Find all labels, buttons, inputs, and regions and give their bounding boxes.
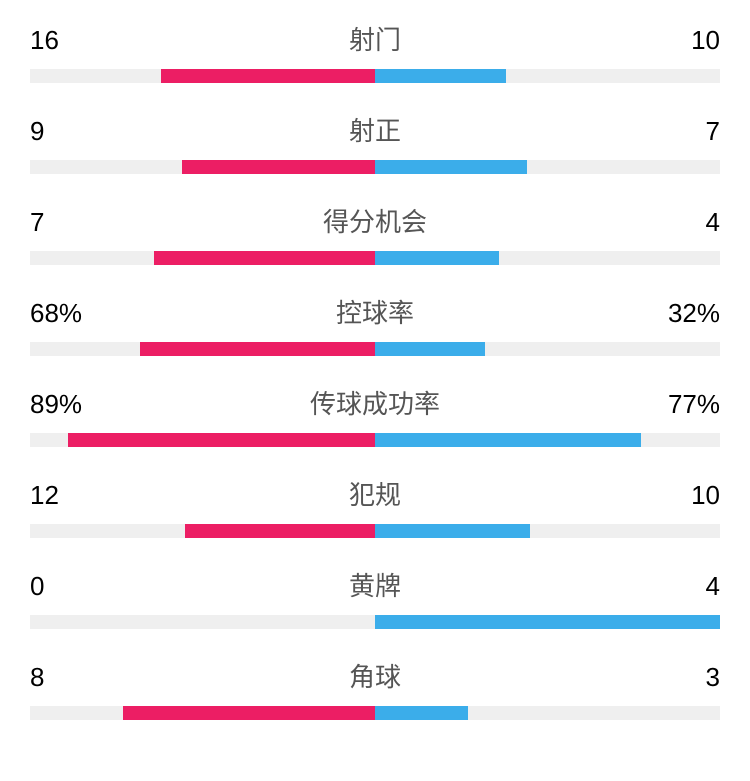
bar-track bbox=[30, 615, 375, 629]
stat-header: 89%传球成功率77% bbox=[30, 384, 720, 421]
bar-fill-left bbox=[68, 433, 375, 447]
bar-fill-right bbox=[375, 615, 720, 629]
match-stats-chart: 16射门109射正77得分机会468%控球率32%89%传球成功率77%12犯规… bbox=[30, 20, 720, 720]
stat-bar bbox=[30, 160, 720, 174]
stat-right-value: 32% bbox=[668, 298, 720, 329]
stat-header: 12犯规10 bbox=[30, 475, 720, 512]
stat-right-value: 10 bbox=[691, 480, 720, 511]
stat-left-value: 89% bbox=[30, 389, 82, 420]
stat-row: 89%传球成功率77% bbox=[30, 384, 720, 447]
stat-header: 68%控球率32% bbox=[30, 293, 720, 330]
stat-label: 射正 bbox=[44, 111, 705, 148]
bar-fill-left bbox=[154, 251, 375, 265]
stat-right-value: 4 bbox=[706, 207, 720, 238]
stat-bar-right bbox=[375, 342, 720, 356]
stat-header: 8角球3 bbox=[30, 657, 720, 694]
stat-bar-right bbox=[375, 433, 720, 447]
stat-label: 控球率 bbox=[82, 293, 668, 330]
bar-fill-left bbox=[185, 524, 375, 538]
bar-fill-left bbox=[123, 706, 375, 720]
stat-row: 16射门10 bbox=[30, 20, 720, 83]
stat-bar-right bbox=[375, 615, 720, 629]
bar-fill-left bbox=[182, 160, 375, 174]
stat-label: 得分机会 bbox=[44, 202, 705, 239]
stat-left-value: 8 bbox=[30, 662, 44, 693]
stat-label: 传球成功率 bbox=[82, 384, 668, 421]
stat-bar-left bbox=[30, 524, 375, 538]
bar-fill-right bbox=[375, 160, 527, 174]
stat-left-value: 7 bbox=[30, 207, 44, 238]
stat-bar bbox=[30, 524, 720, 538]
stat-left-value: 9 bbox=[30, 116, 44, 147]
bar-fill-right bbox=[375, 342, 485, 356]
stat-row: 9射正7 bbox=[30, 111, 720, 174]
stat-label: 射门 bbox=[59, 20, 691, 57]
stat-bar-left bbox=[30, 69, 375, 83]
bar-fill-right bbox=[375, 69, 506, 83]
stat-bar-right bbox=[375, 706, 720, 720]
stat-header: 16射门10 bbox=[30, 20, 720, 57]
stat-row: 7得分机会4 bbox=[30, 202, 720, 265]
stat-bar-left bbox=[30, 615, 375, 629]
stat-bar-right bbox=[375, 69, 720, 83]
stat-bar-left bbox=[30, 342, 375, 356]
stat-header: 0黄牌4 bbox=[30, 566, 720, 603]
stat-bar bbox=[30, 69, 720, 83]
stat-row: 0黄牌4 bbox=[30, 566, 720, 629]
stat-bar bbox=[30, 433, 720, 447]
stat-left-value: 16 bbox=[30, 25, 59, 56]
stat-bar-left bbox=[30, 251, 375, 265]
stat-left-value: 68% bbox=[30, 298, 82, 329]
stat-row: 8角球3 bbox=[30, 657, 720, 720]
stat-bar-left bbox=[30, 706, 375, 720]
bar-fill-left bbox=[140, 342, 375, 356]
stat-right-value: 77% bbox=[668, 389, 720, 420]
stat-header: 7得分机会4 bbox=[30, 202, 720, 239]
stat-header: 9射正7 bbox=[30, 111, 720, 148]
stat-row: 12犯规10 bbox=[30, 475, 720, 538]
stat-right-value: 3 bbox=[706, 662, 720, 693]
stat-bar bbox=[30, 342, 720, 356]
bar-fill-left bbox=[161, 69, 375, 83]
stat-row: 68%控球率32% bbox=[30, 293, 720, 356]
bar-fill-right bbox=[375, 524, 530, 538]
stat-left-value: 0 bbox=[30, 571, 44, 602]
stat-label: 角球 bbox=[44, 657, 705, 694]
stat-bar-right bbox=[375, 160, 720, 174]
stat-bar bbox=[30, 615, 720, 629]
stat-left-value: 12 bbox=[30, 480, 59, 511]
stat-bar-left bbox=[30, 433, 375, 447]
stat-bar-left bbox=[30, 160, 375, 174]
stat-label: 黄牌 bbox=[44, 566, 705, 603]
stat-right-value: 10 bbox=[691, 25, 720, 56]
bar-fill-right bbox=[375, 433, 641, 447]
stat-right-value: 4 bbox=[706, 571, 720, 602]
stat-bar bbox=[30, 251, 720, 265]
stat-right-value: 7 bbox=[706, 116, 720, 147]
stat-bar-right bbox=[375, 524, 720, 538]
bar-fill-right bbox=[375, 251, 499, 265]
stat-bar bbox=[30, 706, 720, 720]
bar-fill-right bbox=[375, 706, 468, 720]
stat-label: 犯规 bbox=[59, 475, 691, 512]
stat-bar-right bbox=[375, 251, 720, 265]
